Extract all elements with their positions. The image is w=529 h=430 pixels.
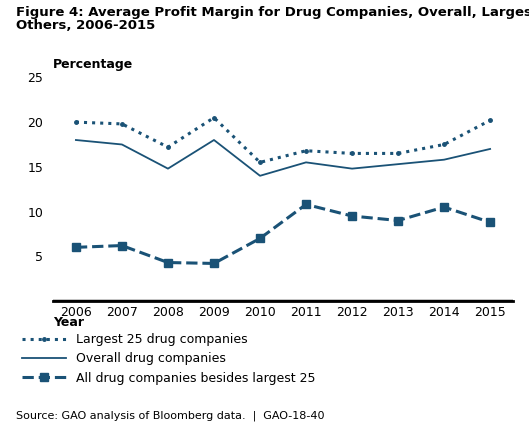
Largest 25 drug companies [441,142,447,147]
Largest 25 drug companies [303,148,309,154]
Overall drug companies [257,173,263,178]
Text: Figure 4: Average Profit Margin for Drug Companies, Overall, Largest 25, and All: Figure 4: Average Profit Margin for Drug… [16,6,529,19]
All drug companies besides largest 25 [257,236,263,241]
Overall drug companies [349,166,355,171]
Text: Percentage: Percentage [53,58,133,71]
All drug companies besides largest 25 [487,220,493,225]
Largest 25 drug companies [487,118,493,123]
All drug companies besides largest 25 [441,205,447,210]
All drug companies besides largest 25 [395,218,401,223]
All drug companies besides largest 25 [349,213,355,218]
Line: Overall drug companies: Overall drug companies [76,140,490,176]
Largest 25 drug companies [211,115,217,120]
Overall drug companies [165,166,171,171]
Largest 25 drug companies [349,151,355,156]
Text: Source: GAO analysis of Bloomberg data.  |  GAO-18-40: Source: GAO analysis of Bloomberg data. … [16,411,324,421]
Overall drug companies [72,138,79,143]
Largest 25 drug companies [72,120,79,125]
Overall drug companies [395,162,401,167]
Overall drug companies [441,157,447,162]
Largest 25 drug companies [165,144,171,150]
All drug companies besides largest 25 [211,261,217,266]
Text: Others, 2006-2015: Others, 2006-2015 [16,19,155,32]
Largest 25 drug companies [395,151,401,156]
All drug companies besides largest 25 [118,243,125,248]
Overall drug companies [303,160,309,165]
All drug companies besides largest 25 [303,202,309,207]
Legend: Largest 25 drug companies, Overall drug companies, All drug companies besides la: Largest 25 drug companies, Overall drug … [22,333,315,384]
Line: All drug companies besides largest 25: All drug companies besides largest 25 [72,200,494,267]
Overall drug companies [487,146,493,151]
All drug companies besides largest 25 [72,245,79,250]
Overall drug companies [211,138,217,143]
All drug companies besides largest 25 [165,260,171,265]
Largest 25 drug companies [257,160,263,165]
Largest 25 drug companies [118,121,125,126]
Line: Largest 25 drug companies: Largest 25 drug companies [72,114,494,166]
Overall drug companies [118,142,125,147]
Text: Year: Year [53,316,84,329]
